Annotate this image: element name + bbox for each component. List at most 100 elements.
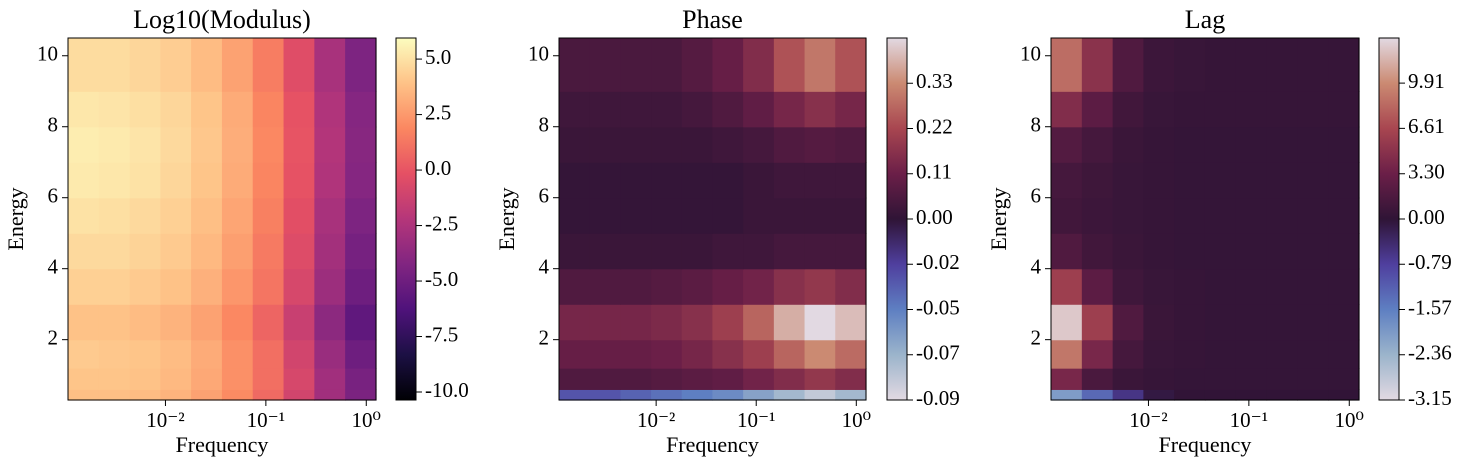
- heatmap-cell: [743, 126, 775, 163]
- heatmap-cell: [712, 126, 744, 163]
- colorbar-tick-label: -0.07: [916, 341, 960, 365]
- heatmap-cell: [314, 126, 346, 163]
- heatmap-cell: [1266, 233, 1298, 270]
- heatmap-cell: [773, 197, 806, 234]
- heatmap-cell: [804, 304, 836, 341]
- x-tick-label: 10⁻¹: [737, 408, 775, 432]
- heatmap-cell: [589, 233, 622, 270]
- heatmap-cell: [620, 126, 652, 163]
- heatmap-cell: [835, 339, 867, 369]
- y-tick-label: 2: [48, 325, 59, 349]
- heatmap-cell: [345, 268, 377, 305]
- heatmap-cell: [681, 389, 714, 401]
- heatmap-cell: [1297, 268, 1329, 305]
- heatmap-cell: [283, 339, 315, 369]
- heatmap-cell: [314, 304, 346, 341]
- heatmap-cell: [98, 91, 131, 128]
- heatmap-cell: [1297, 197, 1329, 234]
- heatmap-cell: [221, 389, 254, 401]
- heatmap-cell: [712, 368, 744, 390]
- heatmap-cell: [129, 38, 161, 92]
- heatmap-cell: [773, 268, 806, 305]
- heatmap-cell: [221, 268, 254, 305]
- heatmap-cell: [283, 268, 315, 305]
- heatmap-cell: [620, 197, 652, 234]
- heatmap-cell: [651, 304, 683, 341]
- y-tick-label: 6: [48, 184, 59, 208]
- heatmap-cell: [98, 197, 131, 234]
- heatmap-cell: [1204, 162, 1237, 199]
- heatmap-cell: [345, 126, 377, 163]
- heatmap-cell: [191, 233, 223, 270]
- heatmap-cell: [743, 304, 775, 341]
- heatmap-cell: [1143, 304, 1175, 341]
- heatmap-cell: [283, 368, 315, 390]
- y-tick-label: 8: [48, 113, 59, 137]
- heatmap-cell: [651, 162, 683, 199]
- heatmap-cell: [1204, 389, 1237, 401]
- heatmap-cell: [1235, 368, 1268, 390]
- heatmap-cell: [283, 38, 315, 92]
- heatmap-cell: [1297, 339, 1329, 369]
- heatmap-cell: [681, 197, 714, 234]
- heatmap-cell: [620, 389, 652, 401]
- heatmap-cell: [804, 268, 836, 305]
- colorbar-tick-label: -3.15: [1408, 386, 1452, 410]
- heatmap-cell: [681, 91, 714, 128]
- heatmap-cell: [345, 38, 377, 92]
- heatmap-cell: [314, 162, 346, 199]
- heatmap-cell: [651, 368, 683, 390]
- heatmap-cell: [283, 304, 315, 341]
- y-tick-label: 10: [37, 42, 58, 66]
- colorbar-tick-label: -1.57: [1408, 295, 1452, 319]
- heatmap-cell: [129, 233, 161, 270]
- heatmap-cell: [1266, 389, 1298, 401]
- heatmap-cell: [1204, 38, 1237, 92]
- heatmap-cell: [1112, 389, 1144, 401]
- heatmap-cell: [743, 268, 775, 305]
- heatmap-cell: [559, 162, 591, 199]
- heatmap-cell: [1081, 339, 1114, 369]
- heatmap-cell: [252, 339, 285, 369]
- heatmap-cell: [221, 126, 254, 163]
- heatmap-cell: [68, 197, 100, 234]
- heatmap-cell: [743, 339, 775, 369]
- heatmap-cell: [68, 38, 100, 92]
- heatmap-cell: [1204, 126, 1237, 163]
- colorbar-tick-label: 0.33: [916, 69, 953, 93]
- heatmap-cell: [589, 268, 622, 305]
- heatmap-cell: [252, 368, 285, 390]
- heatmap-cell: [1051, 268, 1083, 305]
- heatmap-cell: [1143, 91, 1175, 128]
- heatmap-cell: [191, 162, 223, 199]
- heatmap-cell: [98, 389, 131, 401]
- heatmap-cell: [620, 368, 652, 390]
- heatmap-cell: [743, 162, 775, 199]
- heatmap-cell: [620, 162, 652, 199]
- heatmap-cell: [191, 91, 223, 128]
- heatmap-cell: [559, 368, 591, 390]
- heatmap-cell: [651, 38, 683, 92]
- heatmap-cell: [129, 389, 161, 401]
- heatmap-cell: [345, 339, 377, 369]
- heatmap-cell: [283, 197, 315, 234]
- heatmap-cell: [283, 91, 315, 128]
- heatmap-cell: [191, 197, 223, 234]
- heatmap-cell: [1297, 126, 1329, 163]
- heatmap-cell: [835, 268, 867, 305]
- plot-frame: [558, 37, 867, 401]
- x-tick-label: 10⁻¹: [247, 408, 285, 432]
- heatmap-cell: [1328, 197, 1360, 234]
- colorbar: [886, 37, 908, 401]
- heatmap-cell: [1143, 162, 1175, 199]
- heatmap-cell: [1081, 233, 1114, 270]
- heatmap-cell: [620, 268, 652, 305]
- heatmap-cell: [98, 233, 131, 270]
- x-tick-label: 10⁰: [1335, 408, 1364, 432]
- heatmap-cell: [589, 339, 622, 369]
- heatmap-cell: [651, 389, 683, 401]
- heatmap-cell: [191, 304, 223, 341]
- heatmap-cell: [712, 304, 744, 341]
- heatmap-cell: [1143, 197, 1175, 234]
